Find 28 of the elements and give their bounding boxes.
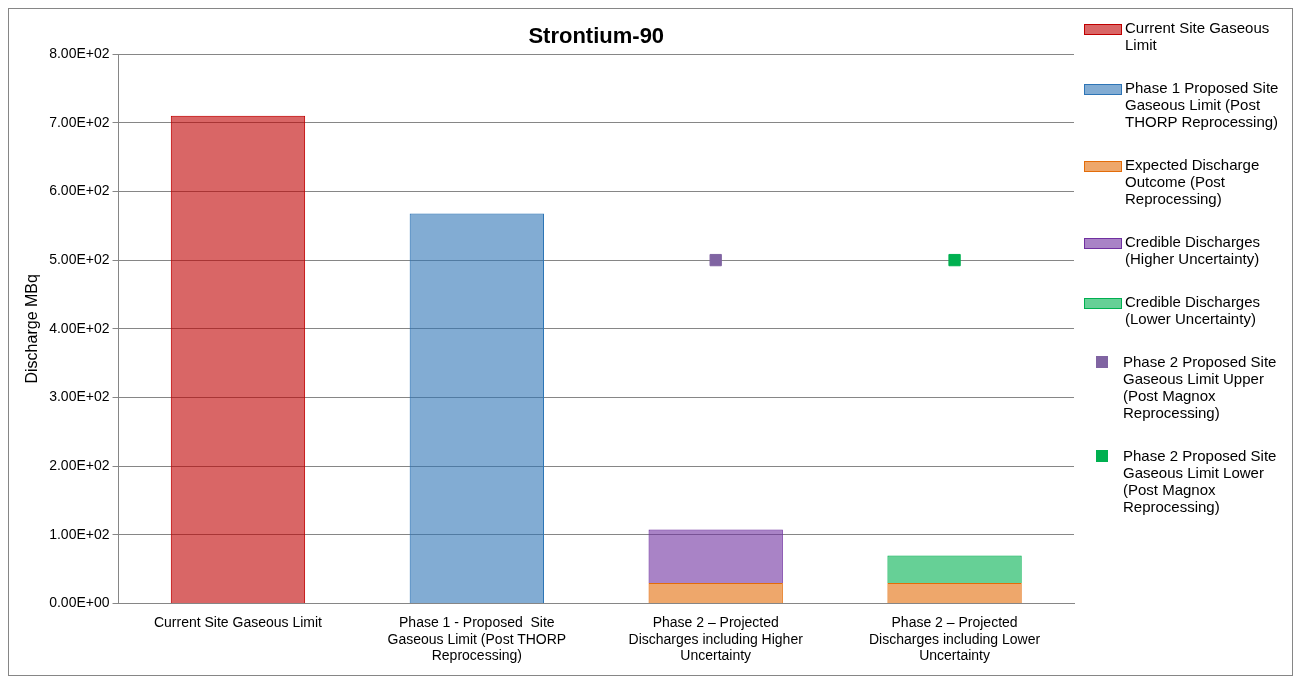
x-tick-label: Current Site Gaseous Limit	[153, 613, 323, 630]
bar	[409, 213, 545, 604]
legend-label: Current Site Gaseous Limit	[1125, 19, 1271, 53]
bar	[888, 556, 1021, 583]
bar	[648, 582, 783, 604]
y-tick-label: 4.00E+02	[49, 319, 110, 336]
x-tick-label: Phase 2 – Projected Discharges including Higher Uncertainty	[628, 613, 804, 664]
legend-label: Phase 1 Proposed Site Gaseous Limit (Post THORP Reprocessing)	[1125, 79, 1280, 130]
bar	[171, 116, 305, 604]
y-tick-label: 1.00E+02	[49, 525, 110, 542]
y-tick-label: 7.00E+02	[49, 113, 110, 130]
y-tick-label: 6.00E+02	[49, 182, 110, 199]
legend-label: Credible Discharges (Higher Uncertainty)	[1125, 233, 1262, 267]
y-tick-label: 3.00E+02	[49, 388, 110, 405]
y-tick-label: 5.00E+02	[49, 250, 110, 267]
bar	[649, 530, 782, 583]
chart-title: Strontium-90	[528, 23, 665, 49]
y-axis-title: Discharge MBq	[23, 274, 41, 384]
legend-label: Expected Discharge Outcome (Post Reprocessing)	[1125, 156, 1261, 207]
legend-label: Phase 2 Proposed Site Gaseous Limit Upper (Post Magnox Reprocessing)	[1123, 353, 1278, 421]
legend-label: Phase 2 Proposed Site Gaseous Limit Lower (Post Magnox Reprocessing)	[1123, 447, 1278, 515]
y-tick-label: 8.00E+02	[49, 44, 110, 61]
x-tick-label: Phase 2 – Projected Discharges including Lower Uncertainty	[868, 613, 1041, 664]
legend-label: Credible Discharges (Lower Uncertainty)	[1125, 293, 1262, 327]
bar	[887, 582, 1022, 604]
y-tick-label: 0.00E+00	[49, 594, 110, 611]
y-tick-label: 2.00E+02	[49, 457, 110, 474]
x-tick-label: Phase 1 - Proposed Site Gaseous Limit (Post THORP Reprocessing)	[387, 613, 567, 664]
